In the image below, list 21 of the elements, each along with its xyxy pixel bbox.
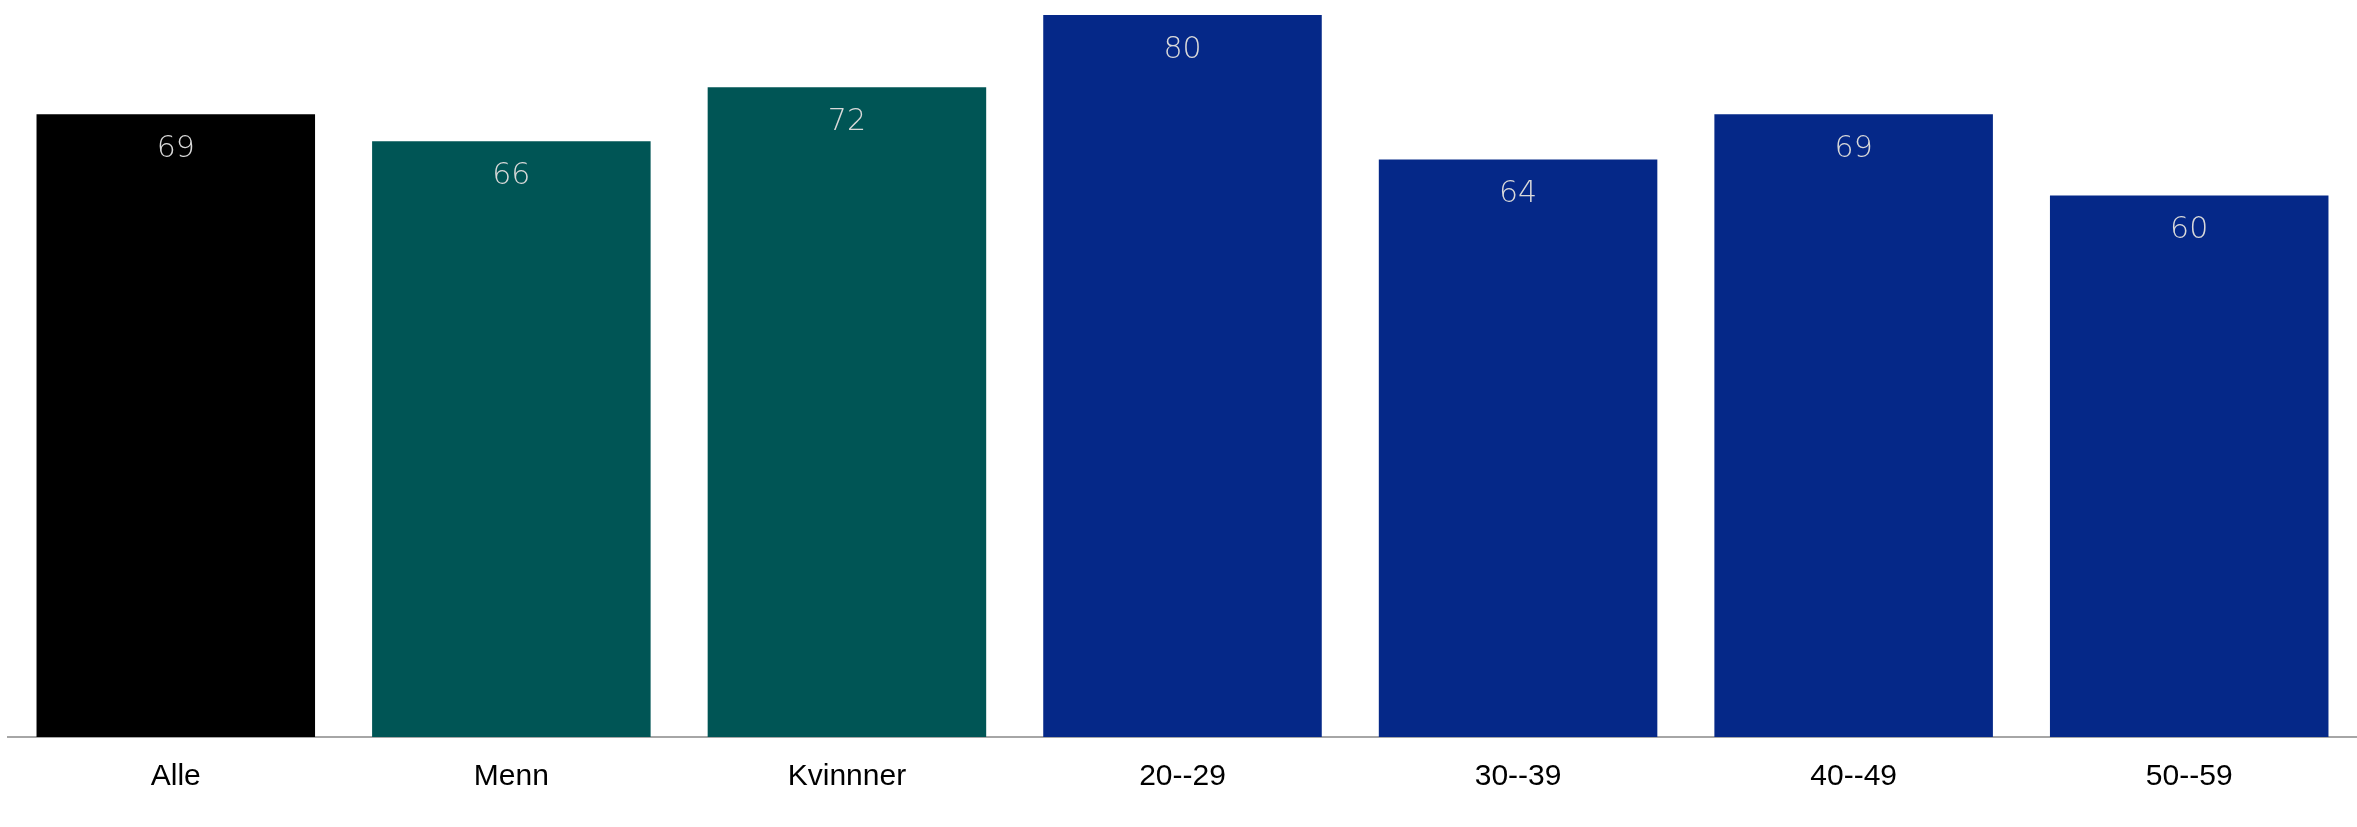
data-label: 72 <box>827 102 867 137</box>
bar <box>1714 114 1993 737</box>
data-label: 66 <box>492 156 531 192</box>
x-tick-label: Alle <box>150 758 201 792</box>
data-label: 64 <box>1498 174 1538 210</box>
x-tick-label: 30--39 <box>1474 758 1562 792</box>
x-tick-label: Menn <box>473 758 549 792</box>
bar <box>36 114 316 737</box>
x-tick-label: 40--49 <box>1810 758 1897 792</box>
data-label: 80 <box>1163 29 1202 65</box>
bar <box>1378 159 1658 737</box>
data-label: 69 <box>156 129 195 165</box>
bar <box>1043 15 1322 737</box>
bar <box>372 141 651 737</box>
x-tick-label: 50--59 <box>2145 758 2233 792</box>
data-label: 60 <box>2170 210 2209 246</box>
bar <box>707 87 987 737</box>
data-label: 69 <box>1834 129 1873 165</box>
x-tick-label: 20--29 <box>1139 758 1226 792</box>
bar <box>2049 195 2329 737</box>
x-tick-label: Kvinnner <box>787 758 907 792</box>
